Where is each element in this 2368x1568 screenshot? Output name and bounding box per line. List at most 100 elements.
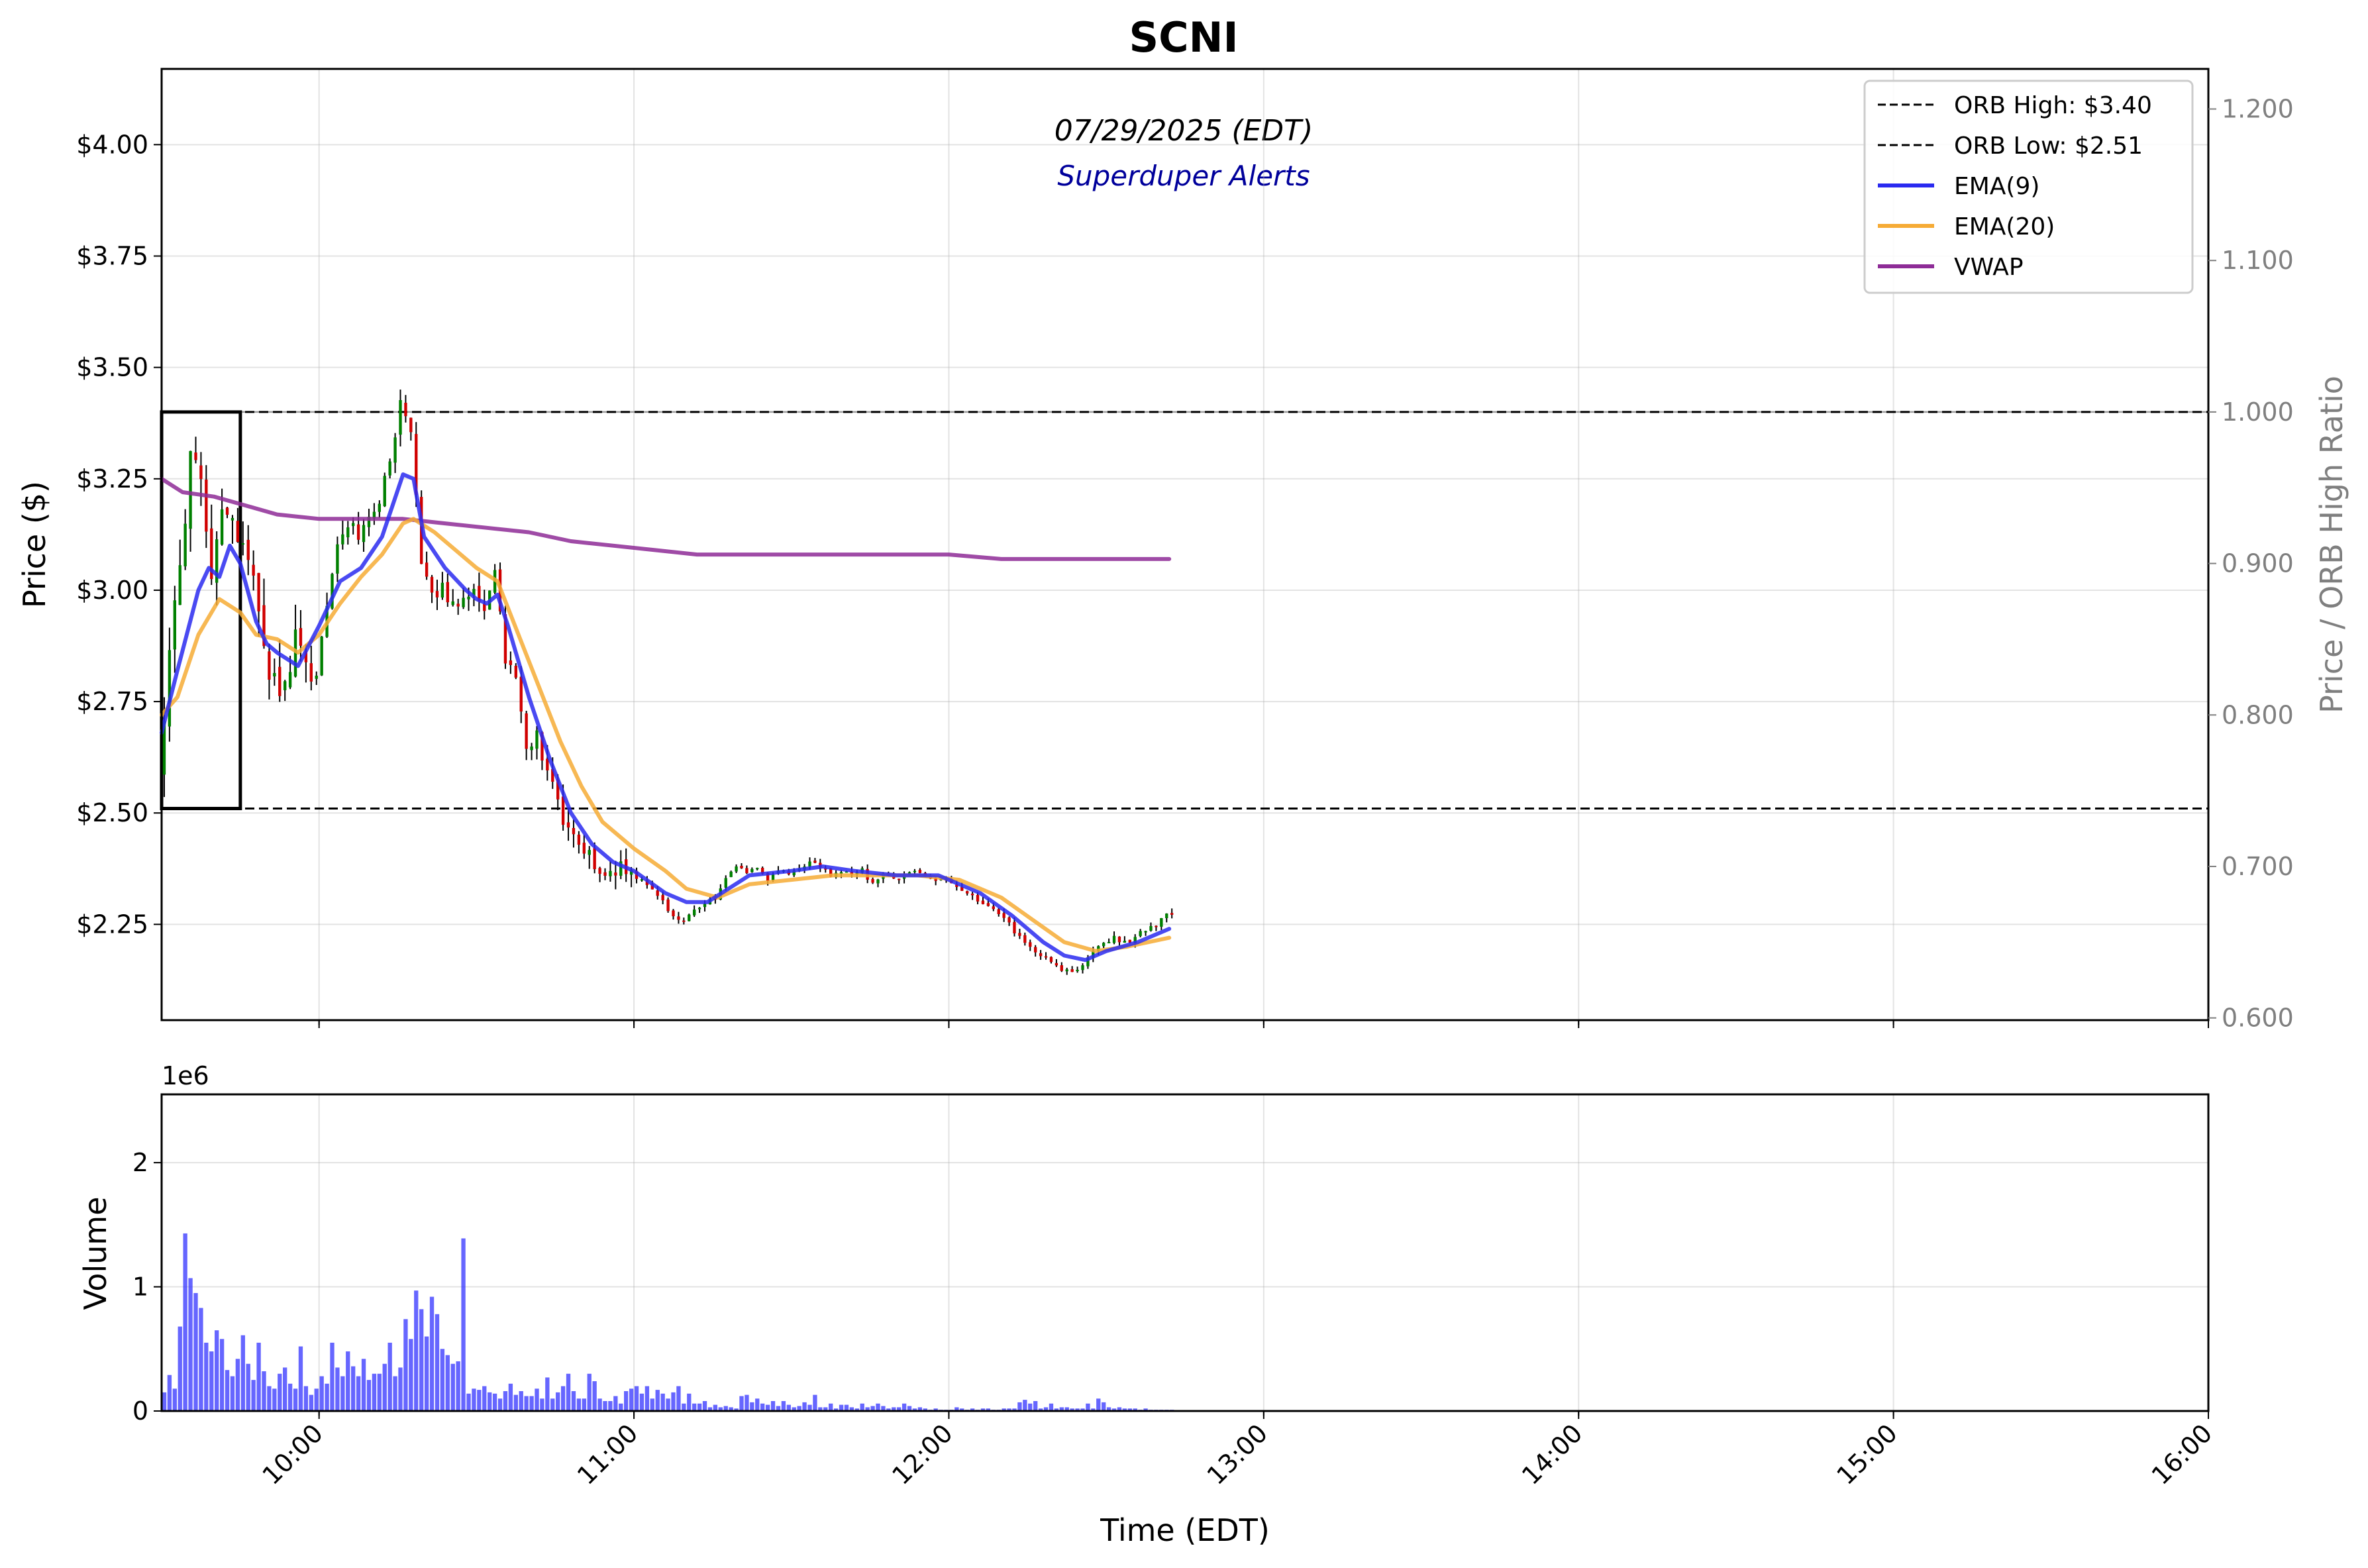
candle	[1013, 917, 1016, 937]
candle	[609, 861, 612, 882]
price-tick-label: $3.50	[76, 353, 148, 382]
volume-bar	[644, 1386, 650, 1411]
candle-body-up	[845, 871, 849, 873]
candle	[898, 878, 901, 884]
candle-body-down	[561, 796, 565, 825]
volume-bar	[687, 1393, 692, 1411]
volume-bar	[876, 1403, 880, 1411]
candle-body-down	[1002, 913, 1005, 918]
ratio-tick-label: 1.100	[2222, 246, 2294, 275]
volume-bar	[540, 1398, 544, 1411]
candle	[525, 711, 528, 760]
volume-bar	[892, 1407, 896, 1411]
candle-body-up	[688, 914, 691, 921]
volume-bar	[361, 1359, 366, 1411]
candle	[514, 663, 517, 680]
volume-bar	[1075, 1408, 1080, 1411]
volume-bar	[1080, 1408, 1085, 1411]
candle-body-down	[456, 603, 460, 607]
candle-body-up	[273, 672, 276, 677]
volume-bar	[1043, 1407, 1049, 1411]
candle-body-down	[672, 910, 675, 917]
candle-body-up	[629, 870, 633, 875]
candle-body-down	[1018, 933, 1021, 936]
candle-body-down	[850, 871, 854, 875]
candle	[346, 521, 350, 545]
volume-bar	[1064, 1407, 1069, 1411]
candle	[1117, 936, 1121, 946]
volume-bar	[262, 1371, 266, 1411]
candle-body-down	[278, 666, 282, 696]
candle-body-down	[960, 887, 964, 891]
candle	[173, 586, 176, 673]
candle	[194, 437, 197, 464]
volume-bar	[183, 1233, 187, 1411]
candle-body-down	[829, 868, 833, 877]
volume-bar	[718, 1407, 723, 1411]
candle-body-up	[588, 850, 591, 855]
volume-bar	[535, 1388, 539, 1411]
volume-bar	[1012, 1408, 1017, 1411]
candle-body-down	[661, 895, 664, 901]
candle	[1018, 928, 1021, 939]
candle-body-down	[1034, 947, 1037, 953]
candle	[388, 458, 391, 479]
candle-body-down	[1007, 917, 1011, 923]
candle	[1007, 916, 1011, 926]
ratio-tick-label: 1.200	[2222, 95, 2294, 124]
candle	[756, 867, 759, 870]
candle	[315, 671, 318, 685]
candle-body-up	[1081, 965, 1084, 970]
volume-bar	[1017, 1402, 1022, 1411]
legend-label: VWAP	[1954, 254, 2024, 281]
candle-body-up	[388, 461, 391, 476]
volume-bar	[1086, 1403, 1090, 1411]
candle	[478, 572, 481, 612]
candle	[1112, 931, 1116, 945]
candle-body-down	[656, 890, 659, 896]
candle-body-down	[199, 465, 203, 480]
candle	[225, 507, 229, 519]
candle	[425, 551, 429, 580]
candle-body-down	[677, 916, 680, 920]
volume-bar	[770, 1401, 776, 1411]
candle-body-up	[756, 868, 759, 870]
volume-bar	[954, 1407, 959, 1411]
volume-bar	[351, 1366, 356, 1411]
ratio-axis-label: Price / ORB High Ratio	[2314, 376, 2349, 713]
volume-bar	[849, 1407, 854, 1411]
candle-body-up	[462, 598, 465, 607]
volume-bar	[193, 1292, 198, 1411]
candle	[682, 917, 686, 925]
volume-bar	[366, 1380, 372, 1411]
volume-bar	[660, 1393, 665, 1411]
volume-bar	[319, 1376, 324, 1411]
volume-bar	[387, 1342, 392, 1411]
volume-bar	[267, 1386, 272, 1411]
price-tick-label: $3.00	[76, 576, 148, 605]
volume-bar	[897, 1407, 901, 1411]
volume-bar	[608, 1401, 613, 1411]
candle	[1065, 967, 1068, 975]
volume-bar	[309, 1394, 313, 1411]
candle	[462, 588, 465, 609]
volume-bar	[750, 1402, 754, 1411]
candle-body-up	[231, 517, 234, 521]
candle-body-down	[509, 660, 513, 665]
legend-label: EMA(20)	[1954, 213, 2055, 240]
candle-body-down	[986, 903, 990, 906]
volume-bar	[529, 1396, 534, 1411]
candle	[404, 395, 407, 423]
candle-body-down	[1039, 953, 1043, 957]
candle-body-up	[220, 509, 224, 545]
candle	[677, 912, 680, 924]
candle-body-up	[162, 721, 166, 775]
candle	[871, 877, 874, 884]
candle	[745, 865, 748, 874]
candle-body-up	[808, 861, 811, 867]
candle-body-up	[876, 879, 880, 884]
volume-bar	[450, 1363, 455, 1411]
candle-body-up	[288, 672, 292, 688]
candle-body-up	[383, 476, 386, 507]
volume-bar	[886, 1408, 891, 1411]
